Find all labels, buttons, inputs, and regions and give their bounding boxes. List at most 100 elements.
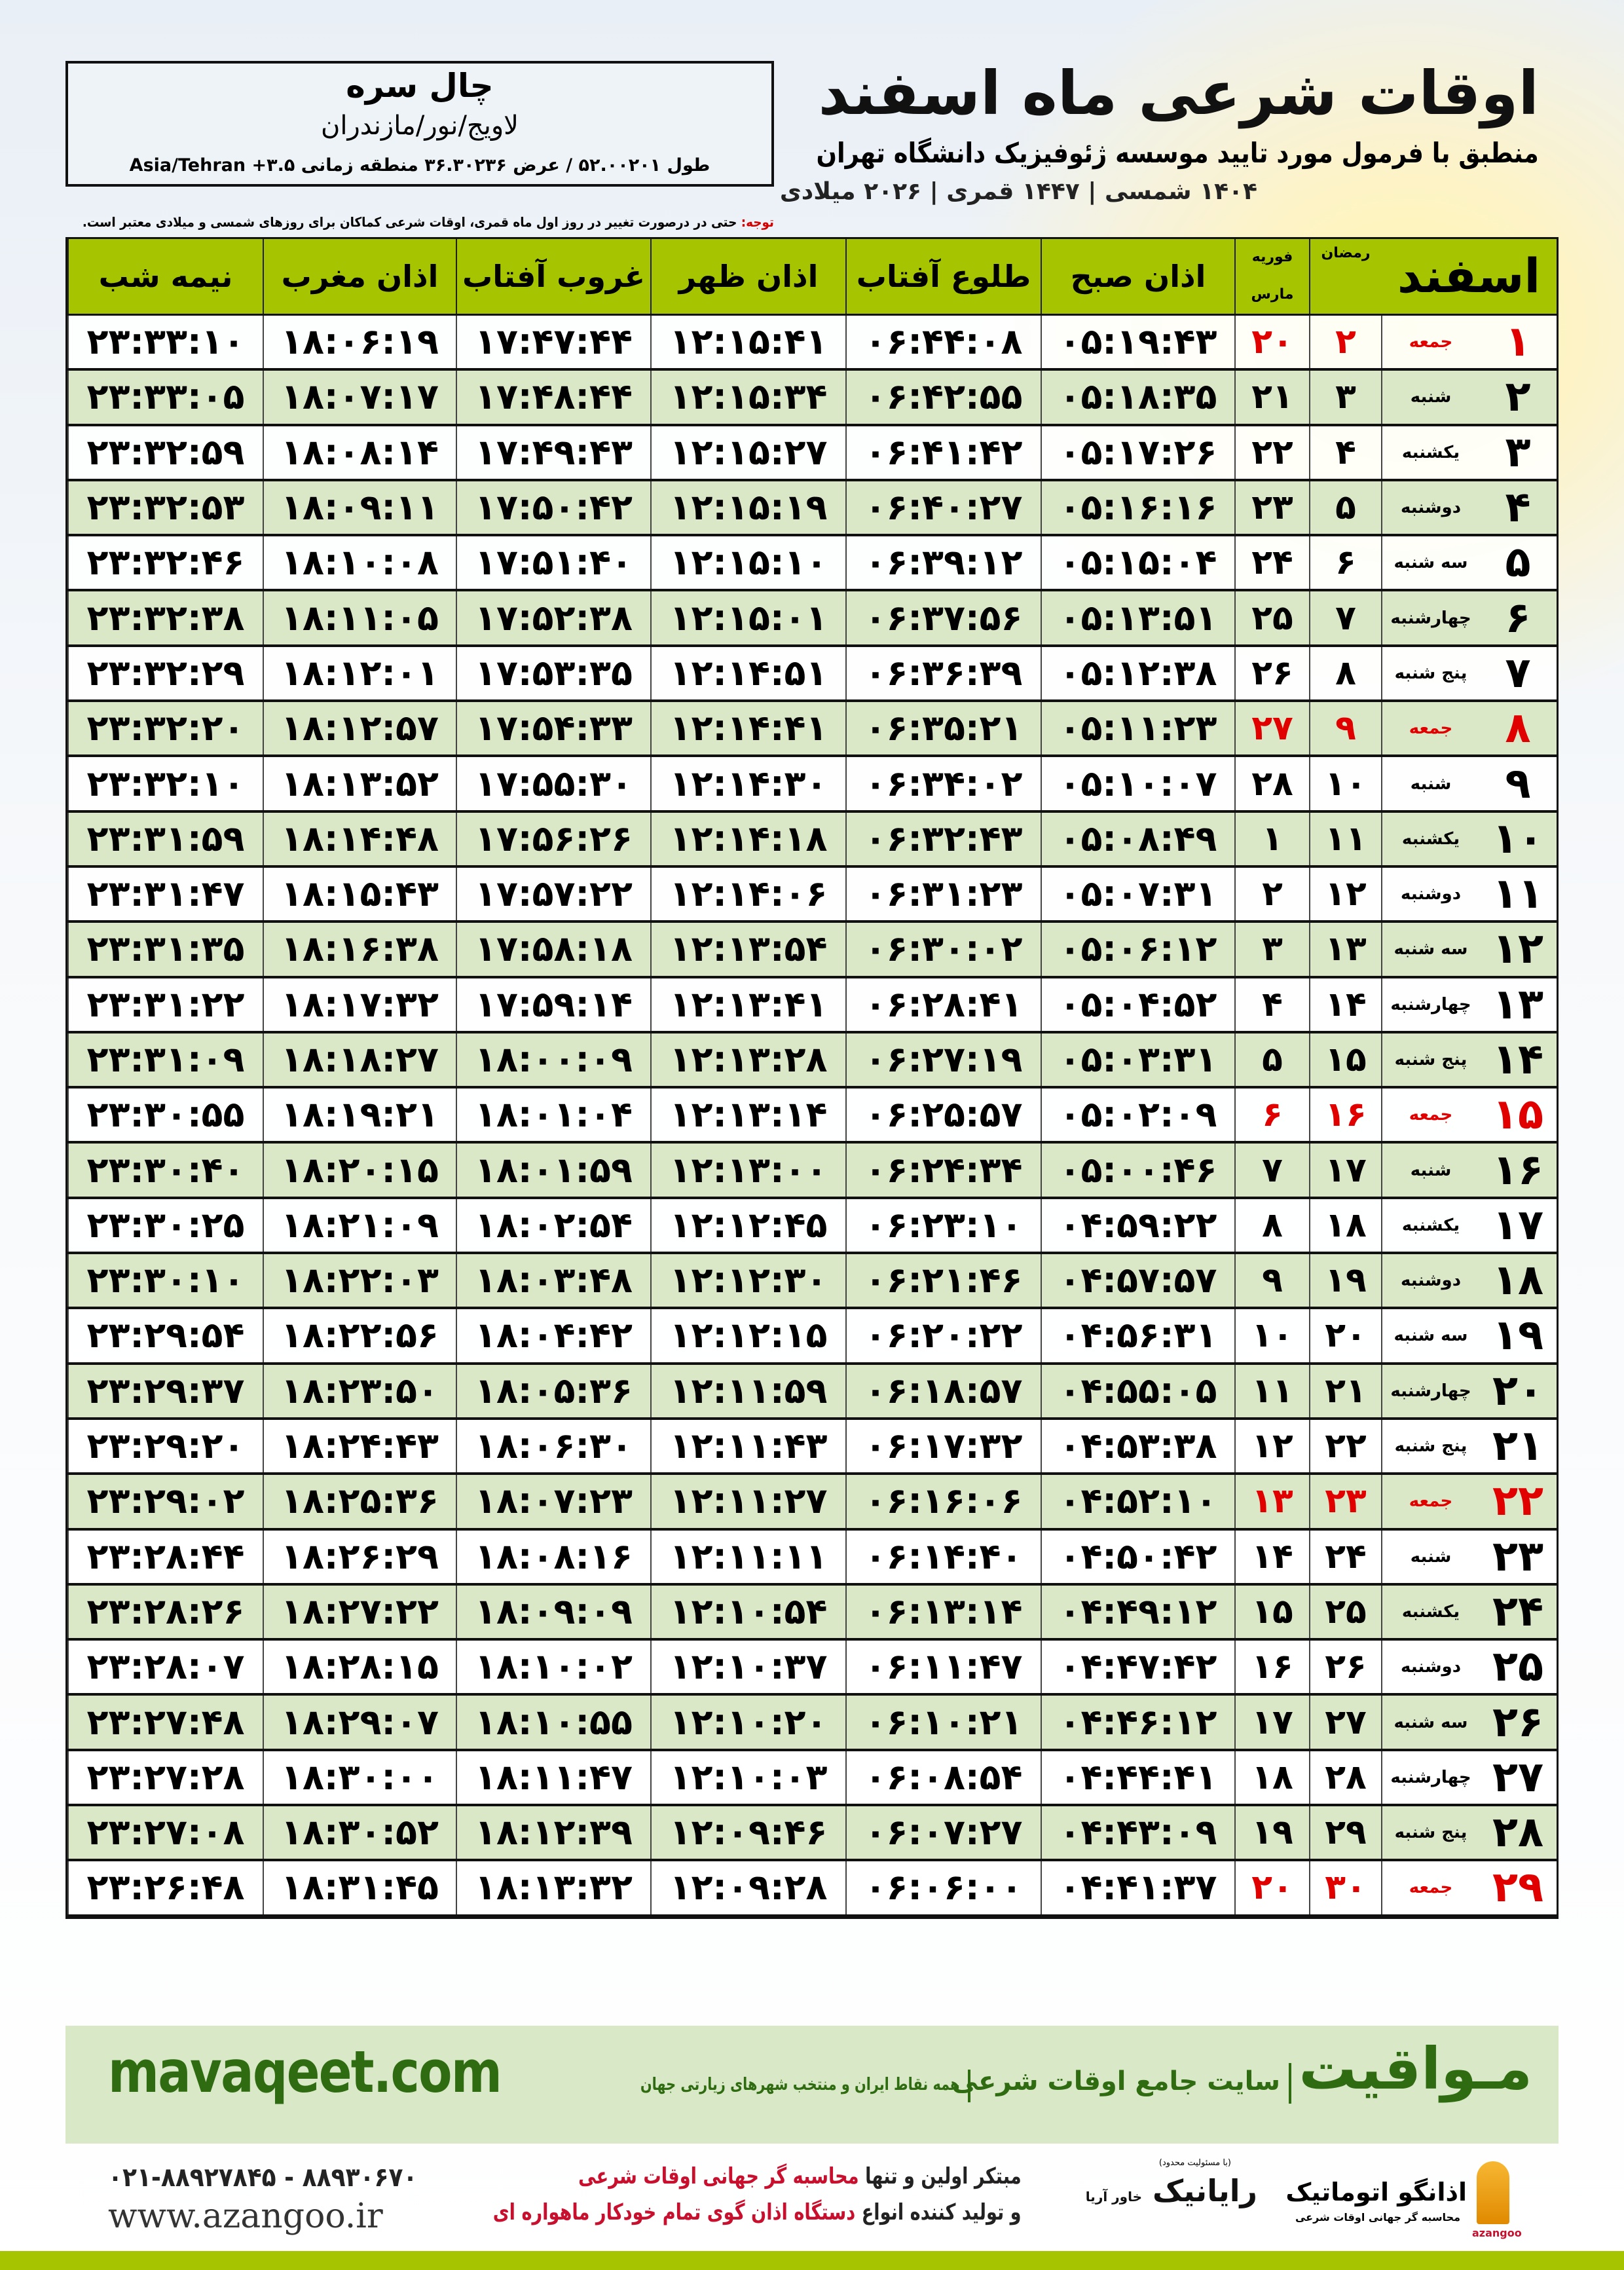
header-midnight: نیمه شب: [67, 239, 263, 314]
phone-numbers: ۰۲۱-۸۸۹۲۷۸۴۵ - ۸۸۹۳۰۶۷۰: [108, 2163, 418, 2193]
esfand-day-cell: ۲۹: [1492, 1863, 1544, 1912]
sunset-cell: ۱۷:۵۰:۴۲: [456, 481, 650, 534]
esfand-day-cell: ۲۴: [1492, 1587, 1544, 1636]
march-day-cell: ۹: [1234, 1254, 1309, 1307]
maghrib-cell: ۱۸:۰۸:۱۴: [263, 426, 456, 479]
table-row: ۲۳:۳۲:۲۰ ۱۸:۱۲:۵۷ ۱۷:۵۴:۳۳ ۱۲:۱۴:۴۱ ۰۶:۳۵:۲۱…: [67, 702, 1557, 758]
fajr-cell: ۰۵:۱۷:۲۶: [1041, 426, 1234, 479]
ramadan-day-cell: ۲۸: [1309, 1751, 1381, 1804]
promo-line-2: و تولید کننده انواع دستگاه اذان گوی تمام…: [493, 2200, 1022, 2225]
azangoo-website[interactable]: www.azangoo.ir: [108, 2197, 383, 2236]
esfand-day-cell: ۱۰: [1492, 814, 1544, 863]
dhuhr-cell: ۱۲:۱۱:۲۷: [650, 1475, 845, 1528]
fajr-cell: ۰۴:۵۰:۴۲: [1041, 1530, 1234, 1583]
rayanik-note: (با مسئولیت محدود): [1158, 2158, 1231, 2168]
fajr-cell: ۰۵:۰۳:۳۱: [1041, 1033, 1234, 1087]
march-day-cell: ۳: [1234, 923, 1309, 976]
weekday-cell: سه شنبه: [1381, 1309, 1479, 1362]
ramadan-day-cell: ۵: [1309, 481, 1381, 534]
maghrib-cell: ۱۸:۱۷:۳۲: [263, 978, 456, 1031]
march-day-cell: ۱۲: [1234, 1419, 1309, 1473]
march-day-cell: ۱: [1234, 812, 1309, 865]
sunrise-cell: ۰۶:۳۷:۵۶: [845, 591, 1041, 644]
sunset-cell: ۱۸:۱۳:۳۲: [456, 1861, 650, 1914]
sunrise-cell: ۰۶:۱۰:۲۱: [845, 1696, 1041, 1749]
weekday-cell: یکشنبه: [1381, 1199, 1479, 1252]
table-body: ۲۳:۳۳:۱۰ ۱۸:۰۶:۱۹ ۱۷:۴۷:۴۴ ۱۲:۱۵:۴۱ ۰۶:۴۴:۰۸…: [67, 316, 1557, 1917]
sunrise-cell: ۰۶:۴۴:۰۸: [845, 316, 1041, 369]
promo-text: مبتکر اولین و تنها: [858, 2163, 1022, 2189]
weekday-cell: شنبه: [1381, 757, 1479, 810]
fajr-cell: ۰۴:۵۵:۰۵: [1041, 1364, 1234, 1417]
weekday-cell: چهارشنبه: [1381, 591, 1479, 644]
midnight-cell: ۲۳:۳۲:۲۹: [67, 646, 263, 700]
maghrib-cell: ۱۸:۱۹:۲۱: [263, 1088, 456, 1142]
fajr-cell: ۰۵:۱۹:۴۳: [1041, 316, 1234, 369]
table-row: ۲۳:۲۸:۴۴ ۱۸:۲۶:۲۹ ۱۸:۰۸:۱۶ ۱۲:۱۱:۱۱ ۰۶:۱۴:۴۰…: [67, 1530, 1557, 1586]
maghrib-cell: ۱۸:۰۷:۱۷: [263, 371, 456, 424]
midnight-cell: ۲۳:۲۷:۲۸: [67, 1751, 263, 1804]
dhuhr-cell: ۱۲:۱۱:۱۱: [650, 1530, 845, 1583]
sunrise-cell: ۰۶:۱۷:۳۲: [845, 1419, 1041, 1473]
fajr-cell: ۰۵:۰۷:۳۱: [1041, 867, 1234, 921]
ramadan-day-cell: ۱۹: [1309, 1254, 1381, 1307]
sunrise-cell: ۰۶:۳۱:۲۳: [845, 867, 1041, 921]
ramadan-day-cell: ۱۷: [1309, 1144, 1381, 1197]
dhuhr-cell: ۱۲:۱۴:۵۱: [650, 646, 845, 700]
promo-highlight: محاسبه گر جهانی اوقات شرعی: [578, 2163, 859, 2189]
esfand-day-cell: ۱۴: [1492, 1035, 1544, 1084]
esfand-day-cell: ۲۲: [1492, 1477, 1544, 1526]
table-row: ۲۳:۳۰:۱۰ ۱۸:۲۲:۰۳ ۱۸:۰۳:۴۸ ۱۲:۱۲:۳۰ ۰۶:۲۱:۴۶…: [67, 1254, 1557, 1310]
brand-subtext: همه نقاط ایران و منتخب شهرهای زیارتی جها…: [640, 2075, 959, 2094]
header-mar: مارس: [1251, 286, 1294, 303]
sunrise-cell: ۰۶:۳۵:۲۱: [845, 702, 1041, 755]
sunset-cell: ۱۸:۰۸:۱۶: [456, 1530, 650, 1583]
weekday-cell: جمعه: [1381, 1088, 1479, 1142]
weekday-cell: پنج شنبه: [1381, 646, 1479, 700]
ramadan-day-cell: ۲۳: [1309, 1475, 1381, 1528]
site-url[interactable]: mavaqeet.com: [108, 2038, 502, 2106]
bottom-bar: [0, 2251, 1624, 2270]
midnight-cell: ۲۳:۲۷:۰۸: [67, 1806, 263, 1859]
fajr-cell: ۰۵:۱۸:۳۵: [1041, 371, 1234, 424]
march-day-cell: ۲۸: [1234, 757, 1309, 810]
note-label: توجه:: [741, 214, 774, 230]
dhuhr-cell: ۱۲:۱۱:۵۹: [650, 1364, 845, 1417]
table-row: ۲۳:۲۶:۴۸ ۱۸:۳۱:۴۵ ۱۸:۱۳:۳۲ ۱۲:۰۹:۲۸ ۰۶:۰۶:۰۰…: [67, 1861, 1557, 1917]
fajr-cell: ۰۴:۵۶:۳۱: [1041, 1309, 1234, 1362]
sunset-cell: ۱۸:۰۱:۵۹: [456, 1144, 650, 1197]
sunrise-cell: ۰۶:۴۰:۲۷: [845, 481, 1041, 534]
esfand-day-cell: ۲: [1505, 373, 1531, 422]
header-fajr: اذان صبح: [1041, 239, 1234, 314]
sunset-cell: ۱۷:۴۷:۴۴: [456, 316, 650, 369]
esfand-day-cell: ۹: [1505, 759, 1531, 808]
mavaqeet-banner: [65, 2026, 1559, 2144]
ramadan-day-cell: ۱۶: [1309, 1088, 1381, 1142]
sunset-cell: ۱۷:۵۹:۱۴: [456, 978, 650, 1031]
esfand-day-cell: ۲۸: [1492, 1808, 1544, 1857]
dhuhr-cell: ۱۲:۱۰:۲۰: [650, 1696, 845, 1749]
sunset-cell: ۱۸:۰۱:۰۴: [456, 1088, 650, 1142]
sunrise-cell: ۰۶:۲۳:۱۰: [845, 1199, 1041, 1252]
sunrise-cell: ۰۶:۳۲:۴۳: [845, 812, 1041, 865]
sunrise-cell: ۰۶:۱۳:۱۴: [845, 1585, 1041, 1639]
table-row: ۲۳:۳۲:۴۶ ۱۸:۱۰:۰۸ ۱۷:۵۱:۴۰ ۱۲:۱۵:۱۰ ۰۶:۳۹:۱۲…: [67, 536, 1557, 592]
dhuhr-cell: ۱۲:۱۲:۴۵: [650, 1199, 845, 1252]
maghrib-cell: ۱۸:۱۲:۵۷: [263, 702, 456, 755]
midnight-cell: ۲۳:۳۱:۵۹: [67, 812, 263, 865]
fajr-cell: ۰۵:۱۳:۵۱: [1041, 591, 1234, 644]
march-day-cell: ۲۲: [1234, 426, 1309, 479]
midnight-cell: ۲۳:۲۶:۴۸: [67, 1861, 263, 1914]
table-row: ۲۳:۳۲:۲۹ ۱۸:۱۲:۰۱ ۱۷:۵۳:۳۵ ۱۲:۱۴:۵۱ ۰۶:۳۶:۳۹…: [67, 646, 1557, 703]
rayanik-text: رایانیک: [1153, 2173, 1257, 2208]
note: توجه: حتی در درصورت تغییر در روز اول ماه…: [83, 215, 774, 230]
table-row: ۲۳:۳۲:۳۸ ۱۸:۱۱:۰۵ ۱۷:۵۲:۳۸ ۱۲:۱۵:۰۱ ۰۶:۳۷:۵۶…: [67, 591, 1557, 647]
march-day-cell: ۱۹: [1234, 1806, 1309, 1859]
sunrise-cell: ۰۶:۴۲:۵۵: [845, 371, 1041, 424]
esfand-day-cell: ۱۵: [1492, 1090, 1544, 1140]
esfand-day-cell: ۱۸: [1492, 1256, 1544, 1305]
table-row: ۲۳:۲۹:۰۲ ۱۸:۲۵:۳۶ ۱۸:۰۷:۲۳ ۱۲:۱۱:۲۷ ۰۶:۱۶:۰۶…: [67, 1475, 1557, 1531]
sunrise-cell: ۰۶:۲۰:۲۲: [845, 1309, 1041, 1362]
maghrib-cell: ۱۸:۲۳:۵۰: [263, 1364, 456, 1417]
dhuhr-cell: ۱۲:۱۵:۱۰: [650, 536, 845, 589]
